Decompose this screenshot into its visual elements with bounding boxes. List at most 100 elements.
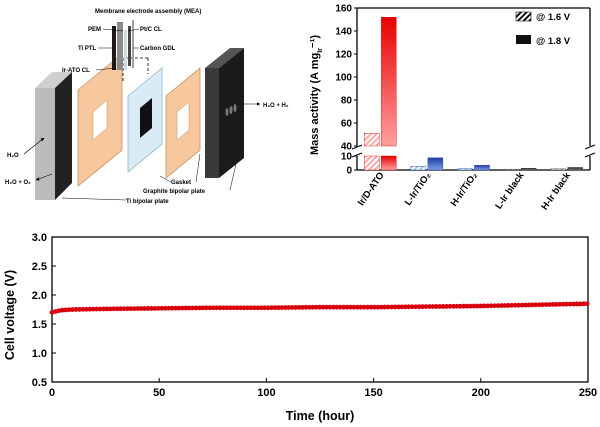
voltage-point [286,305,292,310]
bar-y-tick-label: 40 [341,142,353,153]
voltage-point [149,306,154,311]
voltage-point [505,303,511,308]
bar-chart-legend: @ 1.6 V @ 1.8 V [515,11,571,47]
bar-y-tick-label: 120 [335,50,352,61]
line-y-tick-label: 2.0 [32,290,47,302]
voltage-point [190,305,196,311]
voltage-point [348,304,353,310]
voltage-point [173,305,178,311]
voltage-point [265,305,271,311]
voltage-point [375,304,381,310]
voltage-point [382,304,388,310]
voltage-point [361,304,367,310]
voltage-point [152,305,158,311]
voltage-point [138,306,144,311]
voltage-point [358,304,364,310]
voltage-point [450,303,456,309]
bar-y-tick-label: 160 [335,4,352,15]
legend-swatch-1-6v [515,11,532,22]
voltage-point [186,305,192,311]
voltage-point [128,306,134,312]
voltage-point [183,305,189,311]
voltage-point [461,303,467,309]
voltage-point [385,304,391,310]
axis-break-mark-left-lower [351,152,363,158]
voltage-point [121,306,127,312]
line-x-tick-label: 50 [153,387,165,399]
water-h2-out-label: H₂O + H₂ [263,103,289,109]
voltage-point [372,304,377,310]
ir-ato-cl-label: Ir-ATO CL [62,68,90,74]
voltage-point [406,304,412,310]
voltage-point [131,306,137,312]
voltage-point [457,303,463,309]
voltage-point [471,303,477,309]
voltage-point [87,306,93,312]
bar-y-tick-label: 140 [335,27,352,38]
voltage-point [481,303,487,309]
cathode-gasket [165,67,201,179]
bar-y-tick-label: 0 [346,166,352,177]
voltage-point [303,304,309,310]
voltage-point [368,304,374,310]
voltage-point [217,305,223,311]
voltage-point [522,302,528,308]
line-chart-axes: 0 50 100 150 200 250 0.5 1.0 1.5 2.0 2.5 3.0 [32,232,597,399]
voltage-point [155,305,161,311]
voltage-point [279,305,285,310]
voltage-point [179,305,185,311]
voltage-point [478,303,484,309]
line-x-tick-label: 200 [472,387,490,399]
voltage-point [560,301,566,307]
voltage-point [433,304,439,309]
voltage-point [262,305,268,311]
voltage-point [210,305,216,311]
voltage-point [94,306,99,312]
voltage-point [468,303,473,309]
water-in-label: H₂O [7,153,19,159]
bar-1-8v-1 [427,157,444,171]
axis-break-mark-right-lower [584,152,596,158]
voltage-point [241,305,247,311]
line-y-axis-label: Cell voltage (V) [3,270,17,360]
voltage-point [474,303,480,309]
voltage-point [437,304,443,309]
voltage-point [540,302,545,308]
cell-schematic: Membrane electrode assembly (MEA) PEM Pt… [5,9,289,205]
bar-1-8v-4 [567,167,583,171]
voltage-point [145,306,151,311]
line-x-tick-label: 150 [364,387,382,399]
voltage-point [255,305,261,311]
voltage-point [80,306,86,312]
voltage-point [162,305,168,311]
bar-1-6v-3 [503,168,520,171]
bar-1-8v-2 [474,165,490,171]
voltage-point [324,304,329,310]
voltage-point [166,305,172,311]
voltage-point [203,305,209,311]
mea-inset [112,20,134,70]
voltage-point [73,307,79,312]
voltage-point [293,305,298,310]
voltage-point [66,307,72,313]
ti-bipolar-plate [35,72,72,200]
voltage-point [553,301,559,307]
ptc-cl-label: Pt/C CL [140,27,162,33]
ti-ptl-label: Ti PTL [78,46,97,52]
bar-x-tick-label: Ir/D-ATO [356,170,387,208]
voltage-point [378,304,384,310]
voltage-point [289,305,295,310]
legend-swatch-1-8v [516,35,531,44]
bar-y-tick-label: 10 [341,152,353,163]
ti-plate-label: Ti bipolar plate [126,199,169,205]
voltage-point [282,305,288,310]
voltage-point [492,303,497,309]
voltage-point [571,301,576,307]
voltage-point [197,305,202,311]
bar-y-tick-label: 60 [341,119,353,130]
voltage-point [118,306,124,312]
voltage-point [567,301,573,307]
voltage-point [135,306,141,311]
